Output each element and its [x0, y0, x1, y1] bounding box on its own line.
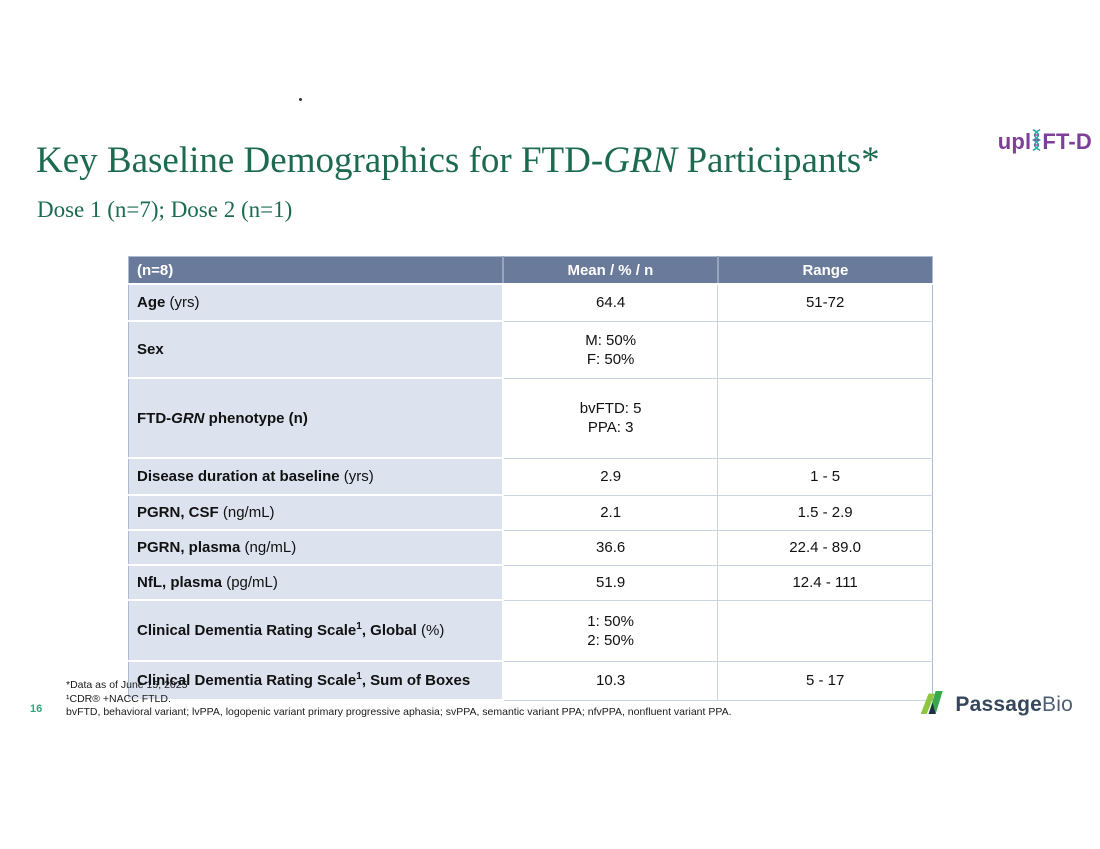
row-mean-value: 64.4 — [503, 284, 719, 322]
row-label: FTD-GRN phenotype (n) — [128, 378, 505, 459]
table-row: FTD-GRN phenotype (n) bvFTD: 5 PPA: 3 — [128, 378, 933, 459]
stray-period-dot — [299, 98, 302, 101]
row-mean-value: 2.9 — [503, 458, 719, 496]
passage-bio-icon — [918, 689, 948, 721]
footnote-line-2: ¹CDR® +NACC FTLD. — [66, 692, 171, 705]
row-mean-value: 1: 50% 2: 50% — [503, 600, 719, 662]
row-range-value: 1 - 5 — [717, 458, 933, 496]
row-mean-value: 51.9 — [503, 565, 719, 601]
footnote-line-1: *Data as of June 15, 2025 — [66, 679, 188, 691]
footnotes: *Data as of June 15, 2025 ¹CDR® +NACC FTL… — [66, 679, 826, 720]
row-label: PGRN, CSF (ng/mL) — [128, 495, 505, 531]
row-label: Clinical Dementia Rating Scale1, Global … — [128, 600, 505, 662]
uplift-d-logo: upl FT-D — [982, 128, 1092, 156]
table-row: Age (yrs) 64.4 51-72 — [128, 284, 933, 322]
row-mean-value: bvFTD: 5 PPA: 3 — [503, 378, 719, 459]
row-range-value: 1.5 - 2.9 — [717, 495, 933, 531]
row-mean-value: 2.1 — [503, 495, 719, 531]
page-subtitle: Dose 1 (n=7); Dose 2 (n=1) — [37, 197, 293, 222]
row-mean-value: M: 50% F: 50% — [503, 321, 719, 379]
row-range-value — [717, 321, 933, 379]
row-mean-value: 10.3 — [503, 661, 719, 701]
row-range-value: 51-72 — [717, 284, 933, 322]
demographics-table-body: Age (yrs) 64.4 51-72 Sex M: 50% F: 50% FTD-GRN… — [128, 284, 933, 701]
row-label: NfL, plasma (pg/mL) — [128, 565, 505, 601]
row-label: PGRN, plasma (ng/mL) — [128, 530, 505, 566]
col-header-range: Range — [717, 256, 933, 285]
demographics-table-container: (n=8) Mean / % / n Range Age (yrs) 64.4 51… — [128, 256, 933, 701]
row-range-value — [717, 600, 933, 662]
demographics-table: (n=8) Mean / % / n Range Age (yrs) 64.4 51… — [128, 256, 933, 701]
footnote-line-3: bvFTD, behavioral variant; lvPPA, logope… — [66, 706, 732, 718]
row-range-value — [717, 378, 933, 459]
col-header-mean: Mean / % / n — [503, 256, 719, 285]
brand-name-passage: Passage — [955, 693, 1043, 716]
table-row: Disease duration at baseline (yrs) 2.9 1 -… — [128, 458, 933, 496]
page-title: Key Baseline Demographics for FTD-GRN Pa… — [36, 140, 880, 181]
brand-name-bio: Bio — [1042, 693, 1073, 716]
row-label: Age (yrs) — [128, 284, 505, 322]
row-mean-value: 36.6 — [503, 530, 719, 566]
row-range-value: 22.4 - 89.0 — [717, 530, 933, 566]
passage-bio-logo: PassageBio — [918, 689, 1073, 721]
row-range-value: 5 - 17 — [717, 661, 933, 701]
table-row: Clinical Dementia Rating Scale1, Global … — [128, 600, 933, 662]
table-row: PGRN, CSF (ng/mL) 2.1 1.5 - 2.9 — [128, 495, 933, 531]
dna-helix-icon — [1031, 129, 1042, 157]
uplift-logo-suffix: FT-D — [1042, 129, 1092, 154]
table-row: PGRN, plasma (ng/mL) 36.6 22.4 - 89.0 — [128, 530, 933, 566]
table-header-row: (n=8) Mean / % / n Range — [128, 256, 933, 285]
page-number: 16 — [30, 703, 43, 715]
passage-bio-wordmark: PassageBio — [955, 693, 1073, 717]
col-header-n8: (n=8) — [128, 256, 505, 285]
table-row: Sex M: 50% F: 50% — [128, 321, 933, 379]
table-row: NfL, plasma (pg/mL) 51.9 12.4 - 111 — [128, 565, 933, 601]
uplift-logo-prefix: upl — [997, 129, 1032, 154]
row-label: Disease duration at baseline (yrs) — [128, 458, 505, 496]
table-row: Clinical Dementia Rating Scale1, Sum of … — [128, 661, 933, 701]
row-label: Clinical Dementia Rating Scale1, Sum of … — [128, 661, 505, 701]
row-range-value: 12.4 - 111 — [717, 565, 933, 601]
row-label: Sex — [128, 321, 505, 379]
